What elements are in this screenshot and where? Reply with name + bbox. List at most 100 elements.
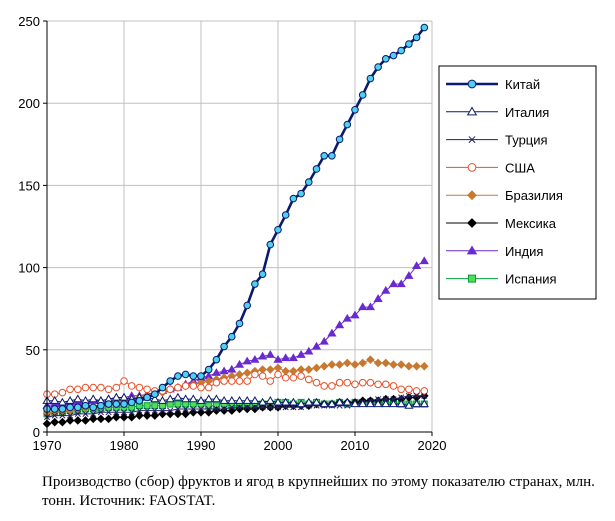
data-point (189, 372, 198, 380)
data-point (335, 378, 344, 387)
data-point (97, 401, 105, 410)
data-point (204, 394, 214, 403)
legend-label: Китай (505, 77, 540, 92)
data-point (112, 383, 121, 392)
data-point (335, 320, 345, 329)
data-point (366, 378, 375, 387)
data-point (251, 404, 258, 411)
data-point (158, 383, 167, 392)
data-point (389, 382, 398, 390)
data-point (182, 405, 189, 413)
data-point (390, 396, 397, 403)
y-tick-label: 0 (33, 425, 40, 440)
legend-label: США (505, 160, 535, 175)
legend-item: Испания (446, 272, 557, 287)
data-point (358, 91, 367, 99)
figure-caption: Производство (сбор) фруктов и ягод в кру… (42, 474, 595, 509)
data-point (273, 354, 283, 363)
data-point (343, 120, 352, 129)
data-point (120, 400, 128, 408)
data-point (119, 412, 129, 422)
series-4 (43, 370, 429, 398)
grid-lines (47, 20, 433, 432)
data-point (289, 194, 298, 203)
legend-marker (468, 274, 476, 283)
data-point (243, 301, 251, 310)
data-point (105, 409, 112, 416)
data-point (73, 416, 83, 425)
data-point (296, 399, 306, 408)
legend-marker (467, 190, 477, 201)
data-point (350, 310, 360, 319)
data-point (404, 271, 414, 279)
data-point (197, 405, 205, 413)
data-point (243, 377, 251, 385)
data-point (366, 74, 375, 83)
data-point (104, 385, 113, 394)
data-point (190, 405, 197, 413)
data-point (358, 378, 367, 387)
data-point (381, 399, 391, 408)
data-point (265, 350, 275, 358)
data-point (227, 396, 237, 404)
data-point (281, 353, 291, 362)
data-point (405, 40, 413, 48)
data-point (74, 410, 81, 417)
data-point (173, 392, 183, 401)
data-point (412, 361, 421, 371)
data-point (142, 411, 152, 420)
data-point (89, 403, 97, 412)
data-point (342, 397, 352, 406)
legend-marker (467, 79, 477, 89)
data-point (212, 378, 221, 387)
data-point (205, 405, 212, 413)
data-point (398, 394, 405, 401)
data-point (90, 410, 97, 417)
data-point (221, 405, 228, 413)
data-point (327, 328, 337, 337)
data-point (111, 392, 121, 401)
data-point (342, 313, 352, 322)
legend-item: Бразилия (446, 188, 563, 203)
data-point (244, 404, 251, 411)
data-point (143, 402, 151, 410)
data-point (358, 399, 368, 408)
data-point (421, 392, 428, 399)
data-point (404, 400, 414, 409)
legend-box (438, 65, 597, 300)
data-point (375, 396, 382, 403)
data-point (220, 377, 228, 385)
legend-marker (468, 136, 476, 144)
legend-label: Бразилия (505, 188, 563, 203)
data-point (234, 396, 245, 404)
data-point (320, 382, 329, 390)
data-point (242, 396, 252, 404)
data-point (319, 336, 329, 345)
data-point (366, 355, 375, 364)
data-point (396, 360, 406, 369)
data-point (50, 396, 60, 404)
data-point (311, 341, 322, 350)
data-point (396, 279, 406, 288)
data-point (327, 360, 337, 369)
data-point (388, 399, 399, 408)
data-point (113, 409, 120, 416)
data-point (311, 397, 322, 406)
data-point (204, 383, 213, 392)
data-point (119, 392, 129, 401)
data-point (412, 33, 421, 42)
data-point (104, 414, 113, 424)
y-tick-label: 150 (18, 178, 40, 193)
data-point (258, 351, 268, 360)
data-point (135, 396, 144, 405)
data-point (228, 377, 236, 385)
data-point (312, 165, 321, 173)
data-point (267, 404, 274, 411)
data-point (235, 377, 244, 385)
data-point (136, 407, 143, 414)
data-point (67, 412, 74, 419)
data-point (50, 417, 60, 427)
data-point (405, 385, 413, 394)
data-point (174, 372, 182, 380)
y-tick-label: 200 (18, 96, 40, 111)
